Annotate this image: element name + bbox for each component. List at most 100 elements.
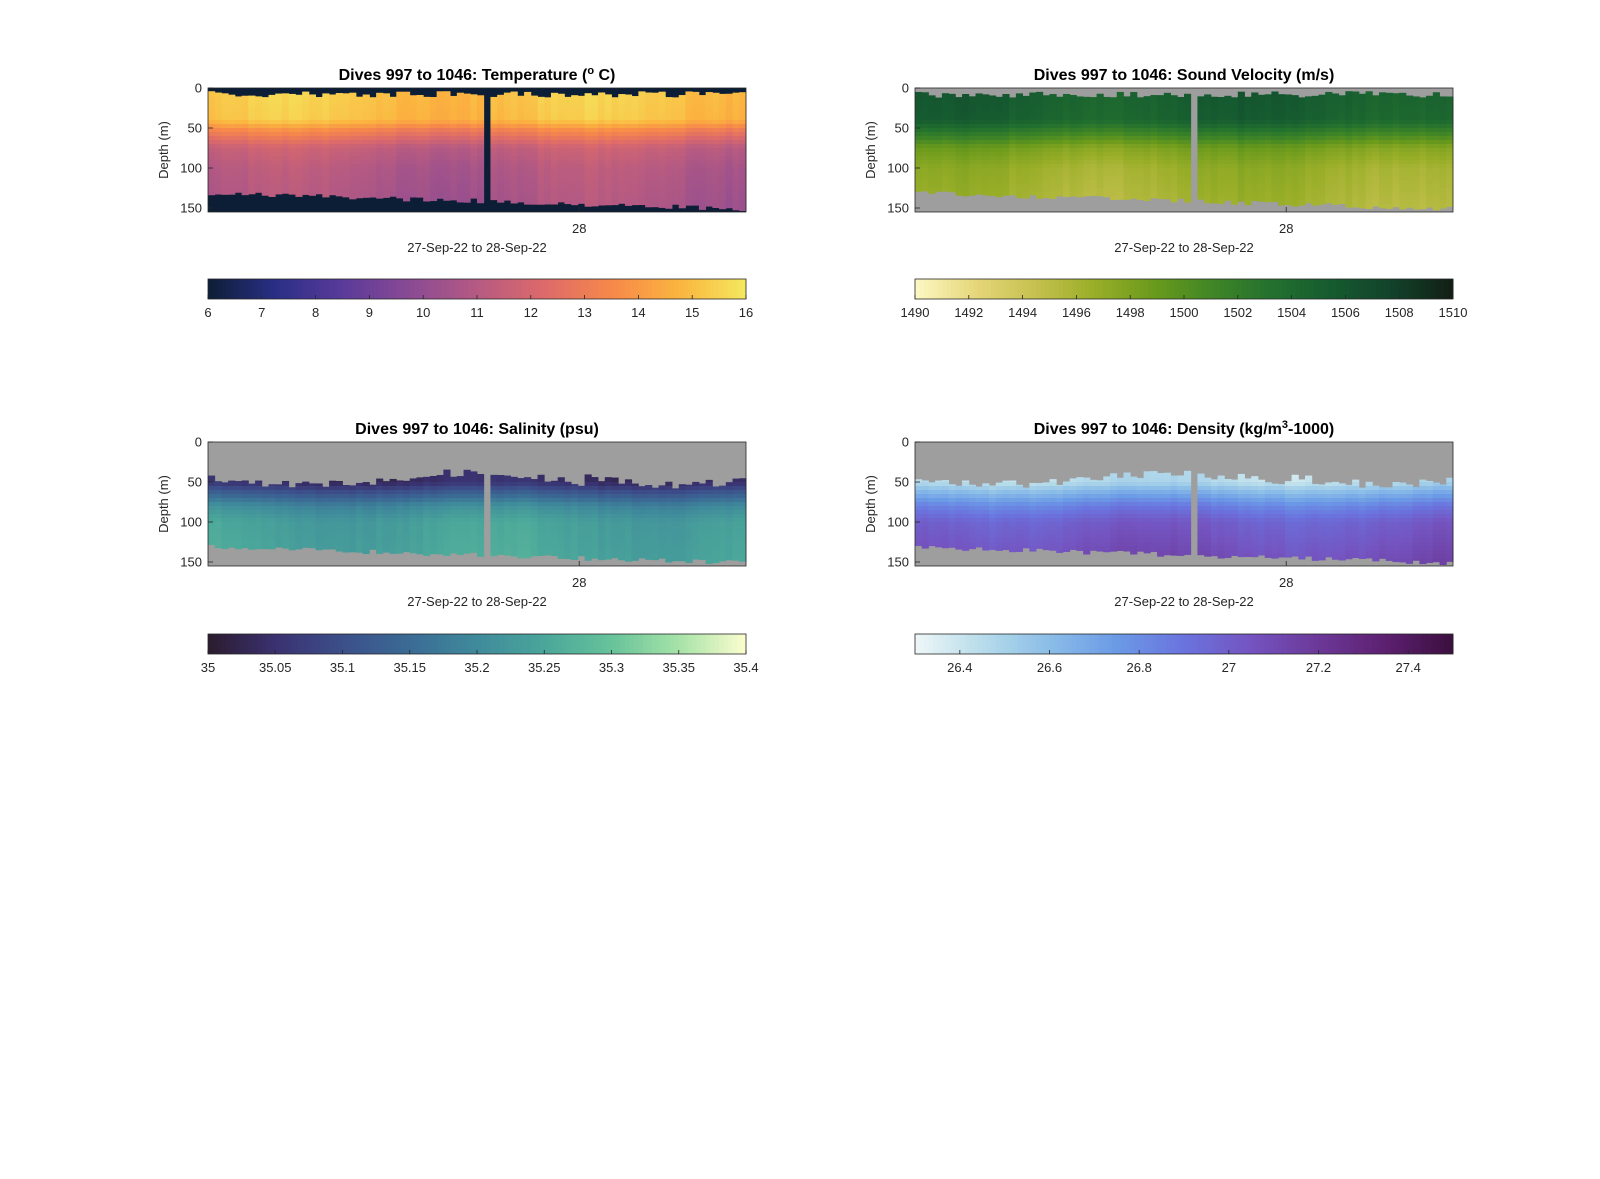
heatmap-cell (295, 502, 303, 507)
heatmap-cell (611, 108, 619, 113)
heatmap-cell (248, 176, 256, 181)
heatmap-cell (456, 168, 464, 173)
heatmap-cell (1143, 136, 1151, 141)
colorbar-segment (494, 279, 500, 299)
heatmap-cell (524, 124, 532, 129)
heatmap-cell (355, 160, 364, 165)
heatmap-cell (658, 200, 666, 205)
heatmap-cell (477, 100, 485, 105)
heatmap-cell (295, 486, 303, 491)
heatmap-cell (584, 128, 592, 133)
heatmap-cell (658, 100, 666, 105)
heatmap-cell (1379, 176, 1387, 181)
heatmap-cell (302, 112, 310, 117)
heatmap-cell (429, 116, 438, 121)
heatmap-cell (665, 148, 673, 153)
heatmap-cell (436, 136, 444, 141)
heatmap-cell (1372, 156, 1380, 161)
heatmap-cell (598, 92, 606, 97)
colorbar-segment (950, 279, 956, 299)
heatmap-cell (403, 144, 411, 149)
heatmap-cell (275, 530, 283, 535)
heatmap-cell (1083, 164, 1091, 169)
heatmap-cell (362, 148, 370, 153)
heatmap-cell (1123, 184, 1131, 189)
heatmap-cell (1305, 144, 1313, 149)
heatmap-cell (1419, 164, 1427, 169)
heatmap-cell (1358, 148, 1366, 153)
heatmap-cell (355, 164, 364, 169)
heatmap-cell (1251, 144, 1259, 149)
heatmap-cell (497, 188, 505, 193)
heatmap-cell (584, 188, 592, 193)
colorbar-segment (1179, 279, 1185, 299)
heatmap-cell (1284, 100, 1293, 105)
heatmap-cell (638, 188, 646, 193)
heatmap-cell (982, 168, 990, 173)
heatmap-cell (1372, 196, 1380, 201)
heatmap-cell (1426, 172, 1434, 177)
heatmap-cell (1130, 144, 1138, 149)
heatmap-cell (1170, 184, 1178, 189)
heatmap-cell (1002, 148, 1010, 153)
heatmap-cell (725, 168, 733, 173)
heatmap-cell (935, 116, 943, 121)
heatmap-cell (295, 180, 303, 185)
heatmap-cell (503, 136, 512, 141)
heatmap-cell (308, 120, 317, 125)
heatmap-cell (1231, 192, 1239, 197)
heatmap-cell (403, 120, 411, 125)
colorbar-segment (1336, 279, 1342, 299)
heatmap-cell (241, 160, 249, 165)
heatmap-cell (564, 96, 572, 101)
heatmap-cell (725, 96, 733, 101)
heatmap-cell (463, 180, 471, 185)
heatmap-cell (1338, 128, 1346, 133)
heatmap-cell (584, 164, 592, 169)
heatmap-cell (1170, 124, 1178, 129)
heatmap-cell (591, 120, 599, 125)
heatmap-cell (1372, 96, 1380, 101)
heatmap-cell (281, 518, 290, 523)
heatmap-cell (1103, 196, 1111, 198)
heatmap-cell (1237, 108, 1245, 113)
heatmap-cell (732, 112, 740, 117)
heatmap-cell (550, 136, 559, 141)
heatmap-cell (712, 112, 720, 117)
heatmap-cell (962, 124, 970, 129)
heatmap-cell (665, 176, 673, 181)
heatmap-cell (1325, 184, 1333, 189)
heatmap-cell (1372, 204, 1380, 207)
heatmap-cell (611, 176, 619, 181)
heatmap-cell (389, 108, 397, 113)
colorbar-segment (293, 279, 299, 299)
heatmap-cell (510, 112, 518, 117)
heatmap-cell (416, 132, 424, 137)
heatmap-cell (450, 108, 458, 113)
heatmap-cell (268, 192, 276, 197)
heatmap-cell (651, 92, 659, 97)
heatmap-cell (1325, 152, 1333, 157)
heatmap-cell (281, 152, 290, 157)
heatmap-cell (1338, 168, 1346, 173)
heatmap-cell (1069, 104, 1077, 109)
heatmap-cell (208, 164, 216, 169)
heatmap-cell (1170, 164, 1178, 169)
heatmap-cell (1432, 140, 1440, 145)
heatmap-cell (1338, 96, 1346, 101)
colorbar-segment (472, 279, 478, 299)
heatmap-cell (651, 116, 659, 121)
heatmap-cell (685, 172, 693, 177)
heatmap-cell (1385, 188, 1393, 193)
heatmap-cell (598, 96, 606, 101)
heatmap-cell (429, 192, 438, 197)
heatmap-cell (355, 120, 364, 125)
heatmap-cell (1426, 160, 1434, 165)
heatmap-cell (1385, 200, 1393, 205)
heatmap-cell (295, 94, 303, 97)
heatmap-cell (1163, 92, 1171, 97)
heatmap-cell (1264, 196, 1272, 201)
heatmap-cell (409, 176, 417, 181)
heatmap-cell (329, 172, 337, 177)
heatmap-cell (322, 542, 330, 547)
